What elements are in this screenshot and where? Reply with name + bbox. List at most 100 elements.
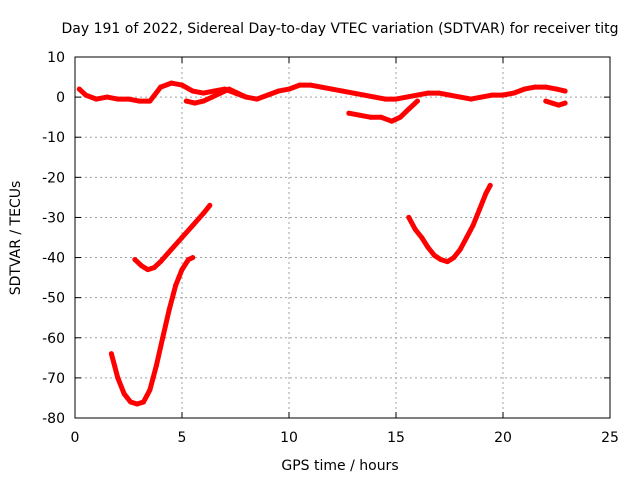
data-point <box>479 94 485 100</box>
data-point <box>151 265 157 271</box>
data-point <box>543 98 549 104</box>
plot-area <box>76 80 568 407</box>
y-tick-label: 0 <box>56 90 65 106</box>
data-point <box>179 235 185 240</box>
data-point <box>554 86 559 92</box>
data-point <box>121 391 127 397</box>
x-tick-label: 25 <box>601 430 619 446</box>
data-point <box>168 80 174 86</box>
data-point <box>549 100 555 106</box>
data-point <box>432 253 437 258</box>
data-point <box>367 114 373 120</box>
data-point <box>138 263 144 269</box>
data-point <box>179 82 185 88</box>
data-point <box>419 235 425 240</box>
y-tick-label: 10 <box>47 50 65 66</box>
data-point <box>406 214 412 220</box>
data-point <box>192 100 198 106</box>
data-point <box>166 307 172 313</box>
x-tick-label: 5 <box>178 430 187 446</box>
data-point <box>414 92 420 98</box>
data-point <box>372 94 378 100</box>
y-axis-label: SDTVAR / TECUs <box>8 181 24 296</box>
data-point <box>521 86 527 92</box>
data-point <box>532 84 538 90</box>
data-point <box>136 98 142 104</box>
data-point <box>104 94 110 100</box>
y-tick-label: -10 <box>42 130 65 146</box>
data-point <box>477 206 482 212</box>
data-point <box>457 247 463 252</box>
data-point <box>153 363 159 369</box>
data-point <box>361 92 367 98</box>
data-point <box>141 399 146 405</box>
y-tick-label: -50 <box>42 291 65 307</box>
data-point <box>132 257 138 263</box>
data-point <box>128 399 134 405</box>
data-point <box>200 98 206 104</box>
data-point <box>470 223 476 228</box>
data-point <box>307 82 313 88</box>
data-point <box>457 94 463 100</box>
x-tick-label: 15 <box>387 430 405 446</box>
data-point <box>76 86 82 92</box>
data-point <box>265 92 271 98</box>
data-point <box>115 96 121 102</box>
data-point <box>275 88 281 94</box>
data-point <box>147 98 153 104</box>
data-point <box>235 90 241 96</box>
x-tick-label: 10 <box>280 430 298 446</box>
data-point <box>438 257 444 263</box>
data-point <box>404 94 410 100</box>
data-point <box>190 255 196 261</box>
data-point <box>468 96 474 102</box>
data-point <box>207 202 213 208</box>
data-point <box>451 255 457 261</box>
data-point <box>243 94 249 100</box>
y-tick-label: -20 <box>42 170 65 186</box>
data-point <box>425 245 431 250</box>
data-point <box>444 259 450 265</box>
data-point <box>83 92 89 98</box>
data-point <box>145 267 151 273</box>
data-point <box>168 247 174 252</box>
data-point <box>134 401 140 407</box>
data-point <box>173 283 179 289</box>
data-point <box>147 387 153 393</box>
data-point <box>412 227 418 232</box>
data-point <box>346 110 352 116</box>
data-point <box>297 82 303 88</box>
data-point <box>190 223 196 228</box>
data-point <box>179 267 185 273</box>
data-point <box>218 90 223 96</box>
data-point <box>436 90 442 96</box>
data-point <box>185 257 191 263</box>
data-point <box>200 210 206 216</box>
data-point <box>393 96 399 102</box>
data-point <box>406 106 412 112</box>
sdtvar-trace-4 <box>132 202 213 273</box>
y-tick-label: -30 <box>42 210 65 226</box>
y-tick-label: -40 <box>42 251 65 267</box>
data-point <box>209 94 215 100</box>
data-point <box>115 375 121 381</box>
data-point <box>126 96 131 102</box>
data-point <box>556 102 562 108</box>
x-axis-label: GPS time / hours <box>281 458 398 474</box>
data-point <box>190 88 196 94</box>
data-point <box>511 90 517 96</box>
sdtvar-trace-5 <box>108 255 196 407</box>
data-point <box>414 98 420 104</box>
data-point <box>378 114 384 120</box>
plot-frame <box>74 56 611 419</box>
data-point <box>487 182 493 188</box>
sdtvar-trace-6 <box>406 182 493 265</box>
data-point <box>382 96 388 102</box>
data-point <box>464 235 470 240</box>
data-point <box>389 118 395 124</box>
chart-title: Day 191 of 2022, Sidereal Day-to-day VTE… <box>62 21 619 37</box>
axis-ticks: 0 5 10 15 20 25 10 0 -10 -20 -30 -40 -50 -60 -70 -80 <box>42 50 619 446</box>
data-point <box>425 90 431 96</box>
data-point <box>183 98 189 104</box>
